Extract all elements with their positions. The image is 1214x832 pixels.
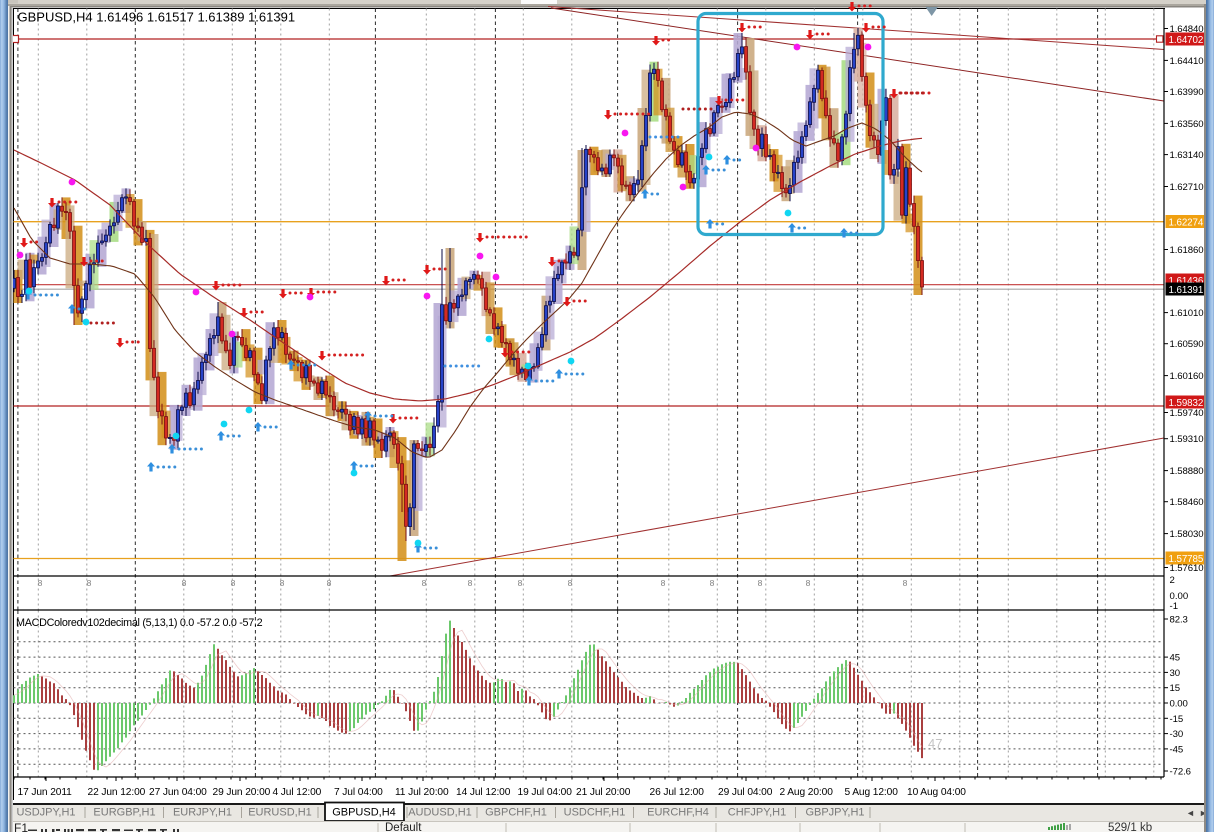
svg-text:27 Jun 04:00: 27 Jun 04:00 [149, 787, 207, 798]
svg-text:1.59740: 1.59740 [1170, 408, 1204, 419]
svg-text:-15: -15 [1170, 714, 1184, 725]
svg-text:1.64702: 1.64702 [1169, 35, 1204, 46]
svg-text:1.60590: 1.60590 [1170, 339, 1204, 350]
svg-text:8: 8 [468, 578, 473, 588]
svg-text:EURCHF,H4: EURCHF,H4 [647, 807, 709, 819]
svg-text:1.59310: 1.59310 [1170, 434, 1204, 445]
svg-text:1.61010: 1.61010 [1170, 308, 1204, 319]
svg-text:8: 8 [903, 578, 908, 588]
svg-text:47: 47 [928, 736, 942, 751]
svg-text:1.61436: 1.61436 [1169, 276, 1204, 287]
svg-text:82.3: 82.3 [1170, 615, 1188, 626]
svg-text:0.00: 0.00 [1170, 699, 1188, 710]
svg-text:8: 8 [518, 578, 523, 588]
svg-text:8: 8 [422, 578, 427, 588]
svg-text:8: 8 [87, 578, 92, 588]
svg-text:MACDColoredv102decimal (5,13,1: MACDColoredv102decimal (5,13,1) 0.0 -57.… [16, 617, 263, 629]
svg-text:1.62710: 1.62710 [1170, 182, 1204, 193]
svg-text:0.00: 0.00 [1170, 591, 1189, 602]
svg-text:1.58880: 1.58880 [1170, 466, 1204, 477]
svg-text:EURJPY,H1: EURJPY,H1 [173, 807, 232, 819]
svg-text:1.58460: 1.58460 [1170, 497, 1204, 508]
svg-text:GBPUSD,H4: GBPUSD,H4 [332, 807, 396, 819]
svg-text:1.59832: 1.59832 [1169, 398, 1204, 409]
svg-text:529/1 kb: 529/1 kb [1108, 822, 1152, 832]
svg-text:8: 8 [327, 578, 332, 588]
svg-text:-1: -1 [1170, 601, 1179, 612]
svg-text:8: 8 [710, 578, 715, 588]
svg-text:GBPUSD,H4 1.61496 1.61517 1.6: GBPUSD,H4 1.61496 1.61517 1.61389 1.6139… [18, 10, 296, 25]
svg-text:19 Jul 04:00: 19 Jul 04:00 [518, 787, 573, 798]
svg-text:F1: F1 [14, 821, 28, 832]
svg-text:11 Jul 20:00: 11 Jul 20:00 [395, 787, 449, 798]
svg-text:USDCHF,H1: USDCHF,H1 [564, 807, 626, 819]
svg-text:USDJPY,H1: USDJPY,H1 [16, 807, 75, 819]
svg-text:8: 8 [661, 578, 666, 588]
svg-text:45: 45 [1170, 653, 1180, 664]
svg-text:4 Jul 12:00: 4 Jul 12:00 [273, 787, 322, 798]
svg-text:1.63990: 1.63990 [1170, 87, 1204, 98]
svg-text:GBPJPY,H1: GBPJPY,H1 [805, 807, 864, 819]
svg-text:1.62274: 1.62274 [1169, 217, 1204, 228]
svg-text:14 Jul 12:00: 14 Jul 12:00 [456, 787, 511, 798]
svg-text:26 Jul 12:00: 26 Jul 12:00 [650, 787, 705, 798]
svg-text:8: 8 [38, 578, 43, 588]
svg-text:CHFJPY,H1: CHFJPY,H1 [728, 807, 786, 819]
svg-text:1.64410: 1.64410 [1170, 56, 1204, 67]
svg-text:EURUSD,H1: EURUSD,H1 [248, 807, 312, 819]
svg-text:1.63140: 1.63140 [1170, 150, 1204, 161]
svg-text:-45: -45 [1170, 744, 1184, 755]
svg-text:1.57610: 1.57610 [1170, 563, 1204, 574]
svg-text:8: 8 [280, 578, 285, 588]
svg-text:1.58030: 1.58030 [1170, 529, 1204, 540]
svg-text:2: 2 [1170, 575, 1175, 586]
svg-text:30: 30 [1170, 668, 1180, 679]
svg-text:29 Jul 04:00: 29 Jul 04:00 [718, 787, 773, 798]
svg-text:1.61860: 1.61860 [1170, 245, 1204, 256]
svg-text:15: 15 [1170, 683, 1180, 694]
svg-text:17 Jun 2011: 17 Jun 2011 [18, 787, 73, 798]
svg-text:21 Jul 20:00: 21 Jul 20:00 [576, 787, 631, 798]
svg-text:7 Jul 04:00: 7 Jul 04:00 [334, 787, 383, 798]
svg-text:1.60160: 1.60160 [1170, 371, 1204, 382]
svg-text:5 Aug 12:00: 5 Aug 12:00 [845, 787, 899, 798]
svg-text:1.57785: 1.57785 [1169, 554, 1204, 565]
svg-text:2 Aug 20:00: 2 Aug 20:00 [780, 787, 834, 798]
svg-text:8: 8 [806, 578, 811, 588]
svg-text:29 Jun 20:00: 29 Jun 20:00 [213, 787, 271, 798]
svg-text:8: 8 [568, 578, 573, 588]
svg-text:AUDUSD,H1: AUDUSD,H1 [408, 807, 472, 819]
svg-text:1.64840: 1.64840 [1170, 24, 1204, 35]
svg-text:-72.6: -72.6 [1170, 767, 1191, 778]
svg-text:8: 8 [231, 578, 236, 588]
svg-text:EURGBP,H1: EURGBP,H1 [93, 807, 155, 819]
svg-text:10 Aug 04:00: 10 Aug 04:00 [907, 787, 966, 798]
svg-text:Default: Default [385, 822, 422, 832]
svg-text:GBPCHF,H1: GBPCHF,H1 [485, 807, 547, 819]
svg-text:-30: -30 [1170, 729, 1184, 740]
svg-text:8: 8 [758, 578, 763, 588]
svg-text:1.61391: 1.61391 [1169, 285, 1204, 296]
svg-text:►: ► [1199, 808, 1208, 818]
svg-text:◄: ◄ [1186, 808, 1195, 818]
svg-text:1.63560: 1.63560 [1170, 119, 1204, 130]
svg-text:22 Jun 12:00: 22 Jun 12:00 [88, 787, 146, 798]
svg-text:8: 8 [182, 578, 187, 588]
